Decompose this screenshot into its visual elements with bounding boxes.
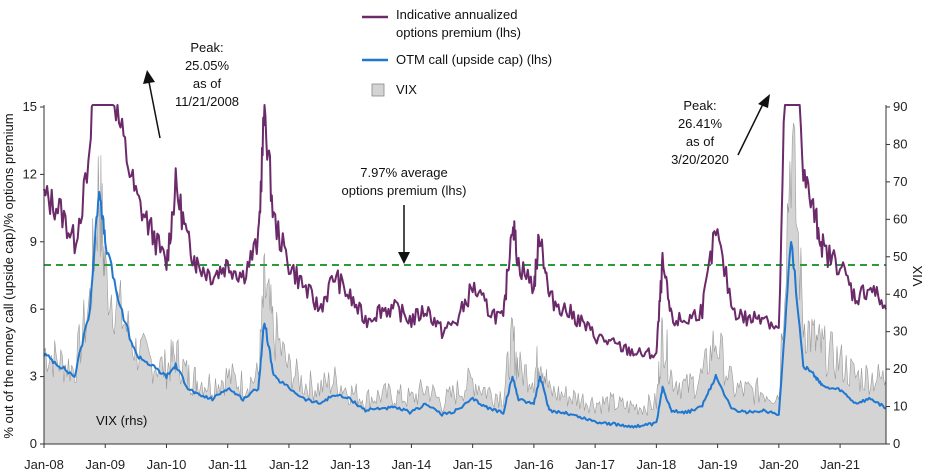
y-tick-right-label: 70	[893, 174, 907, 189]
annotation-peak-2020-line2: 26.41%	[678, 116, 723, 131]
x-tick-label: Jan-10	[147, 457, 187, 472]
vix-area-layer	[43, 122, 887, 445]
y-axis-right-title: VIX	[910, 265, 925, 286]
premium-line	[43, 104, 887, 360]
legend-label-premium-line1: Indicative annualized	[396, 7, 517, 22]
y-tick-right-label: 20	[893, 361, 907, 376]
annotation-peak-2008-line4: 11/21/2008	[175, 94, 239, 109]
axes-layer	[43, 105, 887, 445]
annotation-peak-2020: Peak: 26.41% as of 3/20/2020	[671, 94, 770, 167]
annotation-average: 7.97% average options premium (lhs)	[342, 165, 467, 264]
x-tick-label: Jan-18	[636, 457, 676, 472]
x-tick-label: Jan-19	[698, 457, 738, 472]
x-tick-label: Jan-15	[453, 457, 493, 472]
annotation-peak-2020-arrow	[737, 103, 764, 156]
x-tick-label: Jan-16	[514, 457, 554, 472]
y-tick-right-label: 40	[893, 286, 907, 301]
y-tick-left-label: 0	[30, 436, 37, 451]
y-tick-left-label: 6	[30, 301, 37, 316]
ticks-layer: 0 3 6 9 12 15 0 10 20 30 40 50 60 70 80 90 Jan-08 Jan-09 J…	[23, 99, 908, 472]
annotation-peak-2008-line3: as of	[193, 76, 222, 91]
y-tick-right-label: 50	[893, 249, 907, 264]
x-tick-label: Jan-12	[269, 457, 309, 472]
y-tick-right-label: 10	[893, 399, 907, 414]
x-tick-label: Jan-11	[208, 457, 247, 472]
y-tick-left-label: 9	[30, 234, 37, 249]
legend: Indicative annualized options premium (l…	[362, 7, 552, 97]
annotation-average-line1: 7.97% average	[360, 165, 447, 180]
annotation-peak-2008-line2: 25.05%	[185, 58, 230, 73]
annotation-peak-2008-arrowhead	[143, 70, 155, 84]
annotation-peak-2008-arrow	[148, 81, 161, 139]
vix-area	[43, 122, 887, 445]
y-tick-right-label: 30	[893, 324, 907, 339]
x-tick-label: Jan-09	[85, 457, 125, 472]
x-tick-label: Jan-21	[820, 457, 860, 472]
y-tick-left-label: 15	[23, 99, 37, 114]
legend-swatch-vix	[371, 83, 385, 97]
x-tick-label: Jan-17	[575, 457, 615, 472]
x-tick-label: Jan-13	[330, 457, 370, 472]
y-tick-left-label: 12	[23, 166, 37, 181]
x-tick-label: Jan-20	[759, 457, 799, 472]
annotation-peak-2008-line1: Peak:	[190, 40, 223, 55]
x-tick-label: Jan-08	[24, 457, 64, 472]
otm-call-line	[43, 190, 887, 429]
annotation-peak-2020-line1: Peak:	[683, 98, 716, 113]
annotation-average-arrowhead	[398, 252, 410, 264]
y-tick-left-label: 3	[30, 369, 37, 384]
annotation-peak-2020-arrowhead	[758, 94, 770, 108]
annotation-peak-2020-line3: as of	[686, 134, 715, 149]
y-tick-right-label: 60	[893, 211, 907, 226]
annotation-average-line2: options premium (lhs)	[342, 183, 467, 198]
legend-label-otm: OTM call (upside cap) (lhs)	[396, 52, 552, 67]
y-tick-right-label: 80	[893, 136, 907, 151]
series-lines-layer	[43, 104, 887, 429]
y-tick-right-label: 0	[893, 436, 900, 451]
legend-label-premium-line2: options premium (lhs)	[396, 25, 521, 40]
y-axis-left-title: % out of the money call (upside cap)/% o…	[1, 113, 16, 438]
legend-label-vix: VIX	[396, 82, 417, 97]
x-tick-label: Jan-14	[392, 457, 432, 472]
annotation-peak-2008: Peak: 25.05% as of 11/21/2008	[143, 40, 239, 139]
annotation-peak-2020-line4: 3/20/2020	[671, 152, 729, 167]
annotation-vix-rhs: VIX (rhs)	[96, 413, 147, 428]
y-tick-right-label: 90	[893, 99, 907, 114]
